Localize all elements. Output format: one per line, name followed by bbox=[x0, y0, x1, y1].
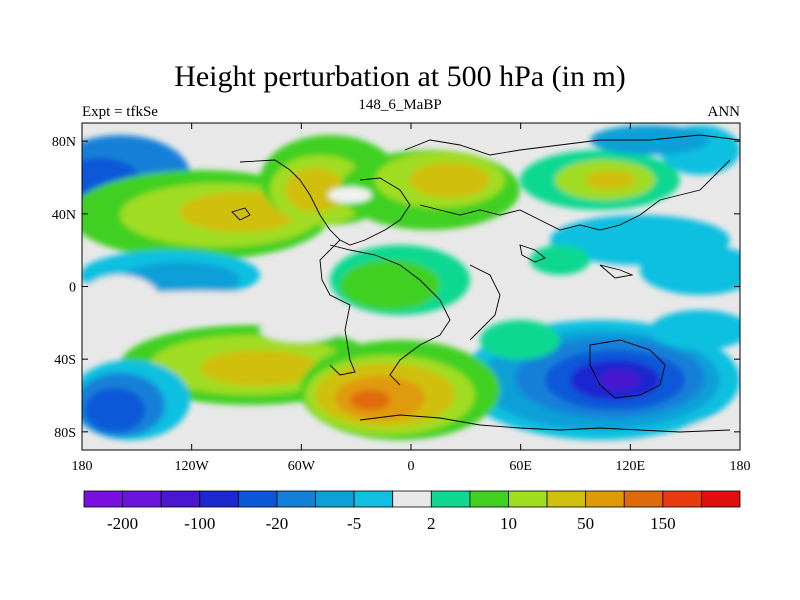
colorbar-label: -20 bbox=[266, 514, 289, 533]
colorbar-swatch bbox=[353, 490, 394, 508]
colorbar-swatch bbox=[623, 490, 664, 508]
lon-tick-label: 180 bbox=[730, 459, 751, 474]
season-label: ANN bbox=[707, 104, 741, 120]
colorbar-label: -200 bbox=[107, 514, 138, 533]
colorbar-label: 10 bbox=[500, 514, 517, 533]
case-label: 148_6_MaBP bbox=[358, 97, 442, 113]
colorbar-swatch bbox=[199, 490, 239, 508]
australia-coast bbox=[589, 339, 666, 399]
south-america-coast bbox=[329, 244, 451, 386]
colorbar-swatch bbox=[662, 490, 702, 508]
experiment-label: Expt = tfkSe bbox=[82, 104, 158, 120]
eurasia-south-coast bbox=[419, 159, 731, 231]
colorbar-swatch bbox=[430, 490, 471, 508]
lat-tick-label: 0 bbox=[69, 281, 76, 296]
lon-tick-label: 120E bbox=[616, 459, 646, 474]
lon-tick-label: 0 bbox=[408, 459, 415, 474]
lon-tick-label: 120W bbox=[175, 459, 210, 474]
colorbar-swatch bbox=[469, 490, 509, 508]
colorbar-swatch bbox=[392, 490, 432, 508]
colorbar-swatch bbox=[160, 490, 201, 508]
colorbar-label: 50 bbox=[577, 514, 594, 533]
lon-tick-label: 60E bbox=[509, 459, 532, 474]
colorbar: -200 -100 -20 -5 2 10 50 150 bbox=[83, 490, 741, 533]
page-title: Height perturbation at 500 hPa (in m) bbox=[174, 60, 626, 93]
colorbar-label: 2 bbox=[427, 514, 436, 533]
lat-tick-label: 40N bbox=[52, 208, 76, 223]
americas-west-coast bbox=[239, 159, 356, 376]
axes: 180 120W 60W 0 60E 120E 180 80N 40N 0 40S 80S bbox=[52, 123, 751, 474]
colorbar-swatch bbox=[585, 490, 625, 508]
lon-tick-label: 180 bbox=[72, 459, 93, 474]
lat-tick-label: 80S bbox=[54, 426, 76, 441]
colorbar-swatch bbox=[122, 490, 162, 508]
colorbar-swatch bbox=[237, 490, 278, 508]
lon-tick-label: 60W bbox=[288, 459, 316, 474]
eurasia-north-coast bbox=[404, 134, 740, 156]
colorbar-label: -100 bbox=[184, 514, 215, 533]
contour-field bbox=[82, 123, 740, 450]
colorbar-swatch bbox=[83, 490, 123, 508]
colorbar-label: -5 bbox=[347, 514, 361, 533]
colorbar-swatch bbox=[546, 490, 587, 508]
lat-tick-label: 80N bbox=[52, 135, 76, 150]
colorbar-swatch bbox=[315, 490, 355, 508]
colorbar-label: 150 bbox=[650, 514, 676, 533]
north-america-east-coast bbox=[339, 177, 411, 246]
coastlines bbox=[231, 134, 740, 433]
colorbar-swatch bbox=[276, 490, 316, 508]
lat-tick-label: 40S bbox=[54, 353, 76, 368]
antarctica-coast bbox=[359, 414, 731, 433]
colorbar-swatch bbox=[508, 490, 548, 508]
colorbar-swatch bbox=[701, 490, 741, 508]
africa-coast bbox=[469, 264, 501, 341]
